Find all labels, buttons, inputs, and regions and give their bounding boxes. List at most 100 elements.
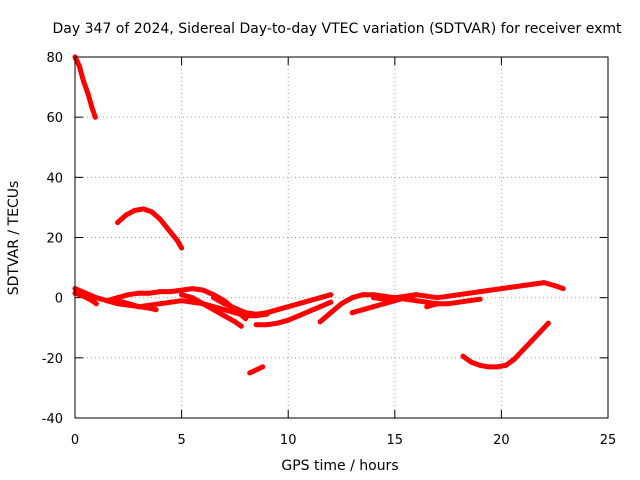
data-point <box>494 364 500 370</box>
series-arc-08 <box>211 292 334 317</box>
data-point <box>92 114 98 120</box>
data-point <box>498 286 504 292</box>
data-point <box>392 295 398 301</box>
y-tick-label: -40 <box>42 412 63 427</box>
data-point <box>264 310 270 316</box>
data-point <box>243 310 249 316</box>
data-point <box>200 287 206 293</box>
series-arc-05 <box>104 286 249 322</box>
data-point <box>403 293 408 299</box>
data-point <box>520 347 526 353</box>
data-point <box>285 317 291 323</box>
x-tick-label: 20 <box>493 433 510 448</box>
data-point <box>360 307 366 313</box>
data-point <box>371 304 376 310</box>
y-tick-label: 20 <box>46 232 63 247</box>
x-tick-label: 25 <box>600 433 617 448</box>
data-point <box>275 307 280 313</box>
data-point <box>469 359 475 365</box>
data-point <box>349 310 355 316</box>
data-point <box>260 364 266 370</box>
data-point <box>253 322 259 328</box>
data-point <box>76 63 82 69</box>
y-axis-label: SDTVAR / TECUs <box>6 181 22 296</box>
series-arc-09 <box>247 364 266 376</box>
data-point <box>157 216 163 222</box>
data-point <box>179 287 185 293</box>
data-point <box>328 299 334 305</box>
data-point <box>477 296 483 302</box>
data-point <box>424 293 430 299</box>
data-point <box>381 296 387 302</box>
data-point <box>132 207 138 213</box>
data-point <box>511 356 517 362</box>
data-point <box>445 293 451 299</box>
data-point <box>136 304 142 310</box>
data-point <box>81 293 86 299</box>
x-tick-label: 0 <box>71 433 79 448</box>
data-point <box>93 301 99 307</box>
data-point <box>168 299 174 305</box>
data-point <box>466 290 472 296</box>
data-point <box>560 286 566 292</box>
data-point <box>530 281 536 287</box>
chart-title: Day 347 of 2024, Sidereal Day-to-day VTE… <box>53 21 623 37</box>
data-point <box>424 304 430 310</box>
series-line <box>424 296 483 310</box>
data-point <box>174 238 180 243</box>
series-arc-13 <box>371 280 566 302</box>
data-point <box>466 298 472 304</box>
data-point <box>200 301 206 307</box>
data-point <box>211 295 217 301</box>
series-arc-14 <box>424 296 483 310</box>
data-point <box>349 295 355 301</box>
data-point <box>149 209 155 215</box>
data-point <box>541 280 547 286</box>
data-point <box>211 307 217 313</box>
series-arc-02 <box>115 206 185 251</box>
series-line <box>72 290 99 307</box>
data-point <box>104 298 110 304</box>
data-point <box>545 320 551 326</box>
plot-frame <box>74 56 609 419</box>
data-point <box>157 301 163 307</box>
data-point <box>477 362 483 368</box>
data-point <box>179 245 185 251</box>
data-point <box>317 304 323 310</box>
data-point <box>221 313 227 319</box>
data-point <box>445 301 451 307</box>
data-point <box>168 289 174 295</box>
x-axis-label: GPS time / hours <box>281 458 398 474</box>
data-point <box>413 292 419 298</box>
data-point <box>328 292 334 298</box>
data-point <box>528 338 534 344</box>
data-point <box>307 308 312 314</box>
data-point <box>413 298 419 304</box>
data-point <box>123 212 129 218</box>
data-point <box>125 301 131 307</box>
data-point <box>307 298 312 304</box>
data-point <box>509 284 515 290</box>
data-point <box>238 323 244 329</box>
data-point <box>317 295 323 301</box>
data-point <box>424 299 430 305</box>
data-point <box>486 364 492 370</box>
data-point <box>85 90 91 96</box>
data-point <box>125 292 131 298</box>
data-point <box>339 301 344 307</box>
data-point <box>328 310 334 316</box>
data-point <box>140 206 146 212</box>
data-point <box>503 362 509 368</box>
y-tick-label: 80 <box>46 51 63 66</box>
data-point <box>460 353 466 359</box>
data-point <box>179 292 185 298</box>
data-point <box>537 329 543 335</box>
x-tick-label: 15 <box>387 433 404 448</box>
data-point <box>317 319 323 325</box>
series-line <box>460 320 551 370</box>
series-arc-01 <box>72 54 98 120</box>
data-point <box>552 283 558 289</box>
data-point <box>253 367 259 373</box>
axes: 0 5 10 15 20 25 -40 -20 0 20 40 60 80 <box>42 51 617 448</box>
